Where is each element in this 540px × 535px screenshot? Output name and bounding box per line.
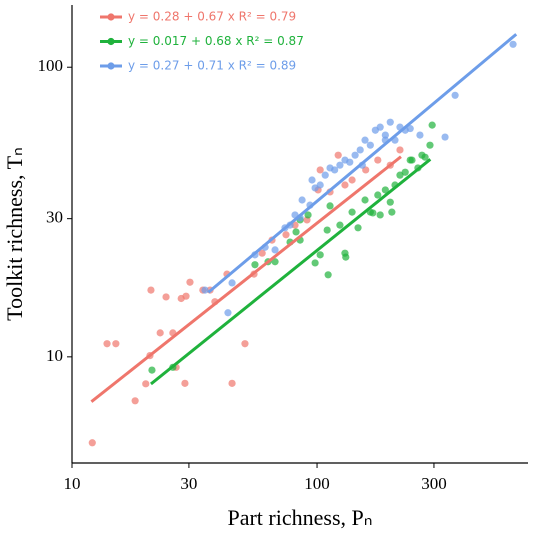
point	[316, 251, 324, 259]
point	[336, 161, 344, 169]
point	[351, 151, 359, 159]
point	[326, 202, 334, 210]
point	[311, 259, 319, 267]
point	[421, 153, 429, 161]
point	[142, 380, 150, 388]
point	[509, 40, 517, 48]
point	[346, 158, 354, 166]
point	[182, 292, 190, 300]
point	[348, 208, 356, 216]
point	[406, 124, 414, 133]
point	[374, 156, 382, 164]
y-axis-label: Toolkit richness, Tₙ	[2, 147, 27, 321]
point	[366, 141, 374, 149]
point	[162, 293, 170, 301]
legend-label: y = 0.27 + 0.71 x R² = 0.89	[128, 59, 296, 73]
point	[156, 329, 164, 337]
point	[291, 221, 299, 229]
point	[451, 91, 459, 99]
point	[148, 366, 156, 374]
legend-marker	[107, 13, 115, 21]
point	[147, 286, 155, 294]
point	[428, 121, 436, 129]
point	[356, 146, 364, 154]
y-tick-label: 30	[46, 208, 63, 227]
y-tick-label: 10	[46, 346, 63, 365]
point	[224, 309, 232, 317]
point	[258, 249, 266, 257]
point	[441, 133, 449, 141]
x-tick-label: 100	[304, 474, 330, 493]
point	[103, 340, 111, 348]
x-axis-label: Part richness, Pₙ	[227, 505, 372, 530]
point	[381, 186, 389, 194]
point	[348, 176, 356, 184]
legend-marker	[107, 62, 115, 70]
point	[112, 340, 120, 348]
point	[381, 131, 389, 139]
legend-label: y = 0.017 + 0.68 x R² = 0.87	[128, 34, 304, 48]
point	[386, 118, 394, 126]
point	[241, 340, 249, 348]
point	[131, 397, 139, 405]
fit-line	[207, 33, 518, 294]
point	[331, 166, 339, 174]
point	[321, 171, 329, 179]
point	[228, 379, 236, 387]
point	[251, 261, 259, 269]
point	[304, 211, 312, 219]
legend-label: y = 0.28 + 0.67 x R² = 0.79	[128, 10, 296, 24]
point	[282, 231, 290, 239]
point	[228, 279, 236, 287]
point	[316, 181, 324, 189]
point	[396, 171, 404, 179]
point	[324, 271, 332, 279]
point	[181, 379, 189, 387]
point	[342, 253, 350, 261]
point	[354, 224, 362, 232]
point	[201, 286, 209, 294]
point	[323, 226, 331, 234]
point	[374, 191, 382, 199]
point	[401, 168, 409, 176]
point	[186, 278, 194, 286]
point	[369, 209, 377, 217]
point	[408, 156, 416, 164]
point	[376, 211, 384, 219]
point	[416, 131, 424, 139]
point	[361, 136, 369, 144]
point	[376, 123, 384, 131]
point	[386, 198, 394, 206]
point	[292, 228, 300, 236]
point	[334, 151, 342, 159]
point	[271, 246, 279, 254]
point	[88, 439, 96, 447]
fit-line	[90, 155, 402, 403]
point	[341, 181, 349, 189]
fit-line	[150, 158, 432, 386]
point	[271, 258, 279, 266]
point	[308, 176, 316, 184]
x-tick-label: 10	[64, 474, 81, 493]
x-tick-label: 300	[421, 474, 447, 493]
x-tick-label: 30	[180, 474, 197, 493]
point	[298, 196, 306, 204]
point	[396, 146, 404, 154]
legend-marker	[107, 37, 115, 46]
point	[316, 166, 324, 174]
point	[336, 221, 344, 229]
point	[388, 208, 396, 216]
point	[426, 141, 434, 149]
y-tick-label: 100	[38, 56, 64, 75]
point	[361, 196, 369, 204]
